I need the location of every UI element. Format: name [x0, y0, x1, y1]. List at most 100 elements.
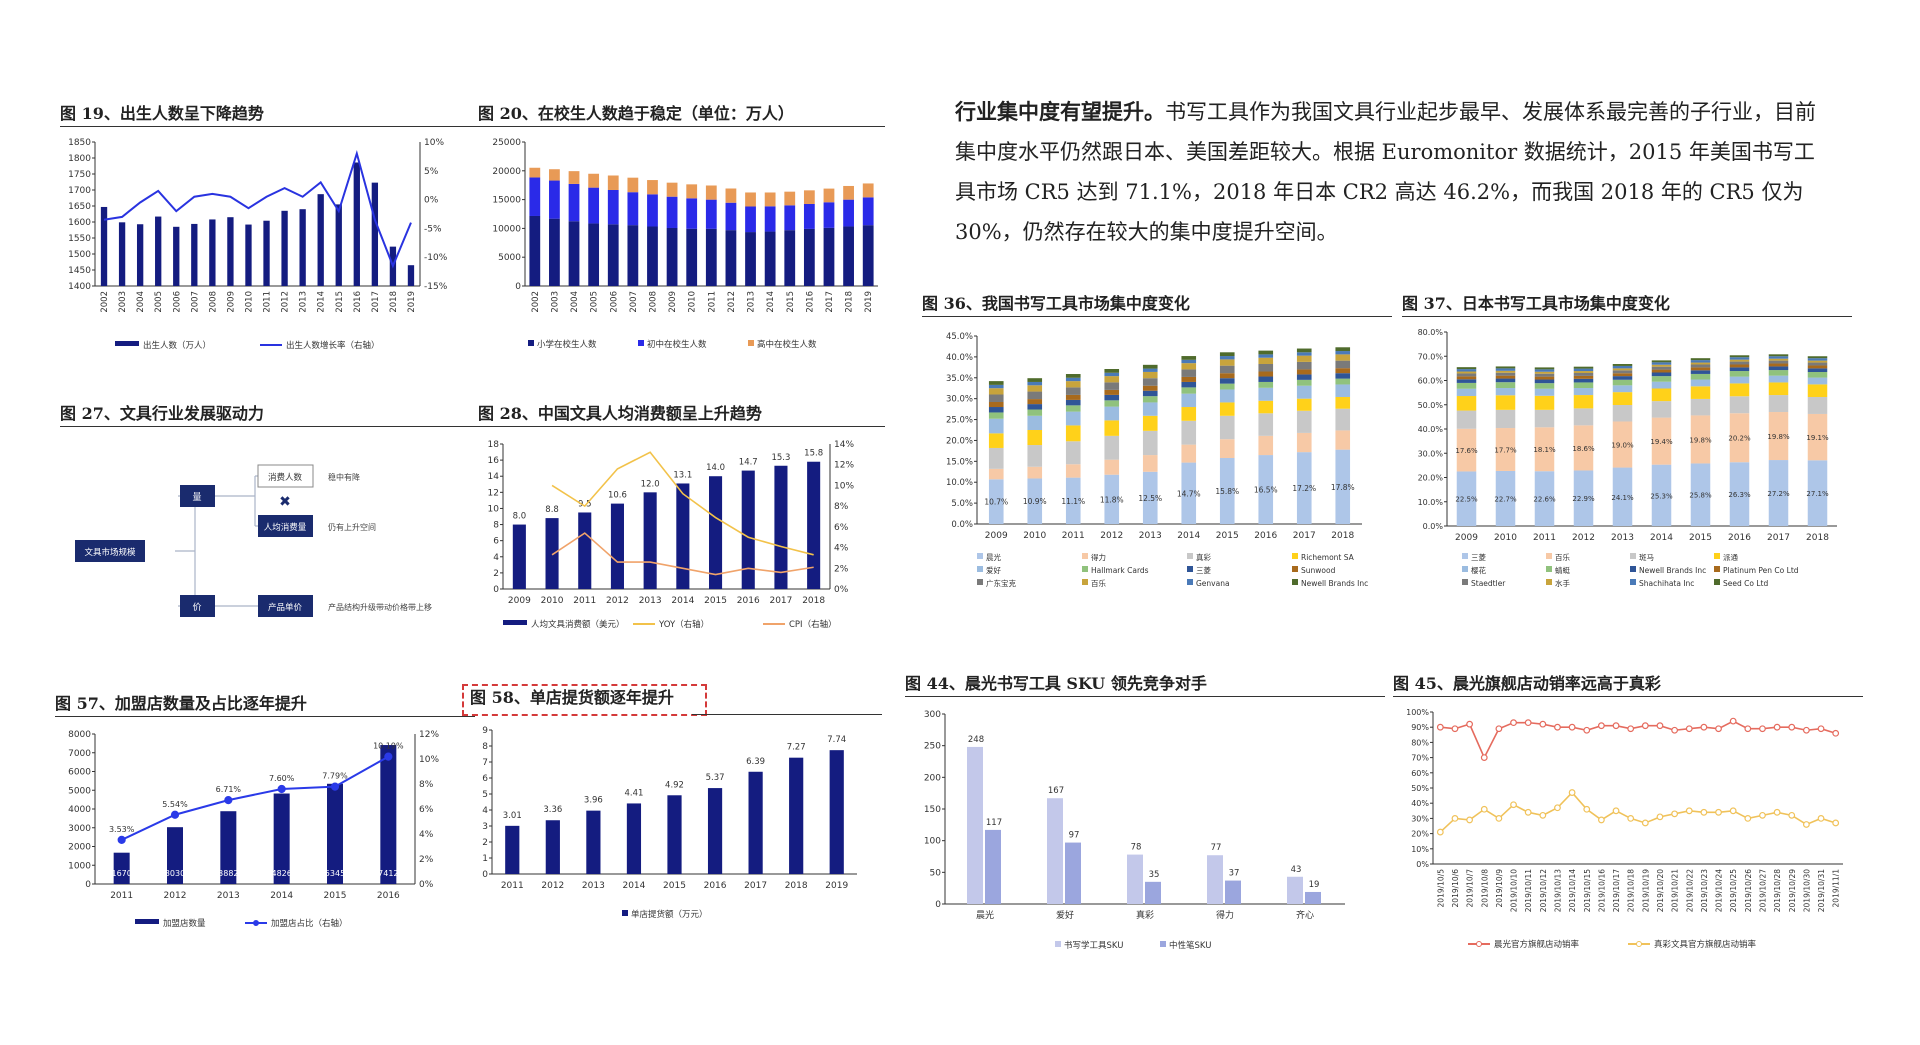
series-point — [1656, 722, 1664, 730]
bar — [745, 192, 756, 207]
x-tick-label: 2004 — [570, 291, 580, 313]
legend-label: YOY（右轴） — [658, 619, 709, 630]
series-point — [1510, 719, 1517, 727]
bar — [588, 223, 600, 286]
legend-swatch — [1160, 941, 1166, 947]
y2-tick-label: -5% — [424, 224, 442, 234]
series-line — [121, 755, 389, 841]
y-tick-label: 40.0% — [1418, 425, 1444, 434]
bar — [610, 503, 624, 589]
x-tick-label: 2013 — [299, 291, 309, 313]
legend-swatch — [1546, 579, 1552, 585]
legend-label: 出生人数增长率（右轴） — [286, 340, 380, 351]
x-tick-label: 2019/10/7 — [1466, 869, 1475, 908]
x-tick-label: 2007 — [190, 291, 200, 313]
bar — [1027, 399, 1043, 405]
x-tick-label: 2019/10/6 — [1451, 869, 1460, 908]
bar — [1690, 367, 1711, 371]
x-tick-label: 2005 — [154, 291, 164, 313]
fig36-title: 图 36、我国书写工具市场集中度变化 — [922, 294, 1392, 317]
qty-node — [180, 485, 215, 507]
bar — [1690, 463, 1711, 526]
x-tick-label: 2015 — [1689, 533, 1712, 543]
legend-swatch — [253, 920, 259, 926]
bar — [1142, 471, 1158, 524]
y2-tick-label: 2% — [419, 855, 434, 865]
bar — [281, 210, 288, 286]
y2-tick-label: 0% — [424, 196, 439, 206]
y-tick-label: 0.0% — [951, 520, 973, 530]
bar — [1495, 409, 1516, 429]
y-tick-label: 0.0% — [1423, 522, 1444, 531]
legend-label: Genvana — [1196, 579, 1230, 588]
bar — [1495, 370, 1516, 373]
bar-data-label: 78 — [1131, 843, 1142, 853]
bar — [647, 180, 658, 195]
legend-label: Platinum Pen Co Ltd — [1723, 566, 1799, 575]
series-point — [1802, 821, 1810, 828]
bar — [988, 418, 1004, 434]
legend-swatch — [503, 620, 527, 625]
bar — [1612, 421, 1633, 468]
bar-data-label: 16.5% — [1254, 486, 1278, 495]
bar — [1142, 390, 1158, 397]
legend-swatch — [1714, 553, 1720, 559]
y-tick-label: 20000 — [492, 167, 521, 177]
bar — [1690, 362, 1711, 365]
x-tick-label: 2019/10/26 — [1744, 869, 1753, 912]
y-tick-label: 0 — [935, 900, 941, 910]
bar — [1612, 370, 1633, 374]
x-tick-label: 2019/10/29 — [1788, 869, 1797, 912]
y-tick-label: 60% — [1411, 769, 1429, 778]
bar — [299, 209, 306, 286]
bar — [1456, 369, 1477, 372]
bar — [1729, 371, 1750, 377]
series-point — [1524, 719, 1532, 727]
bar — [1651, 381, 1672, 389]
x-tick-label: 2010 — [1023, 531, 1046, 541]
bar — [1296, 432, 1312, 453]
bar — [1612, 373, 1633, 377]
bar — [512, 524, 526, 589]
bar — [1181, 444, 1197, 463]
y-tick-label: 40.0% — [946, 353, 973, 363]
bar — [1335, 449, 1351, 524]
bar — [1456, 428, 1477, 472]
y-tick-label: 1 — [482, 854, 488, 864]
bar — [1573, 395, 1594, 409]
x-tick-label: 真彩 — [1136, 909, 1154, 921]
bar — [1807, 460, 1828, 526]
bar-data-label: 26.3% — [1728, 491, 1751, 499]
bar — [1768, 360, 1789, 364]
bar — [568, 221, 580, 286]
y2-tick-label: 10% — [424, 138, 444, 148]
x-tick-label: 2009 — [1455, 533, 1478, 543]
price-node-label: 价 — [192, 602, 201, 613]
y2-tick-label: -10% — [424, 253, 448, 263]
y2-tick-label: 5% — [424, 167, 439, 177]
bar — [1495, 382, 1516, 389]
bar — [707, 788, 723, 874]
bar — [1335, 378, 1351, 385]
bar — [1219, 365, 1235, 374]
x-tick-label: 2019 — [864, 291, 874, 313]
point-data-label: 7.60% — [269, 774, 295, 783]
bar — [1729, 413, 1750, 463]
legend-label: Newell Brands Inc — [1301, 579, 1368, 588]
fig27-title: 图 27、文具行业发展驱动力 — [60, 404, 480, 427]
y-tick-label: 50 — [930, 868, 942, 878]
bar — [1807, 368, 1828, 373]
bar — [862, 197, 874, 226]
x-tick-label: 2019/10/16 — [1597, 869, 1606, 912]
bar-data-label: 19.8% — [1767, 433, 1790, 441]
y-tick-label: 9 — [482, 726, 488, 736]
y-tick-label: 2 — [482, 838, 488, 848]
bar — [1729, 462, 1750, 526]
bar — [1027, 391, 1043, 400]
bar — [1258, 455, 1274, 524]
bar — [1181, 381, 1197, 388]
y2-tick-label: 6% — [419, 805, 434, 815]
bar-data-label: 17.6% — [1455, 447, 1478, 455]
bar — [647, 194, 658, 227]
legend-label: 爱好 — [986, 565, 1001, 575]
